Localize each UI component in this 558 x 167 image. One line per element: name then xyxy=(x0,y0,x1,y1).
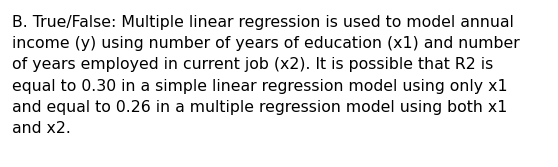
Text: B. True/False: Multiple linear regression is used to model annual
income (y) usi: B. True/False: Multiple linear regressio… xyxy=(12,15,519,136)
